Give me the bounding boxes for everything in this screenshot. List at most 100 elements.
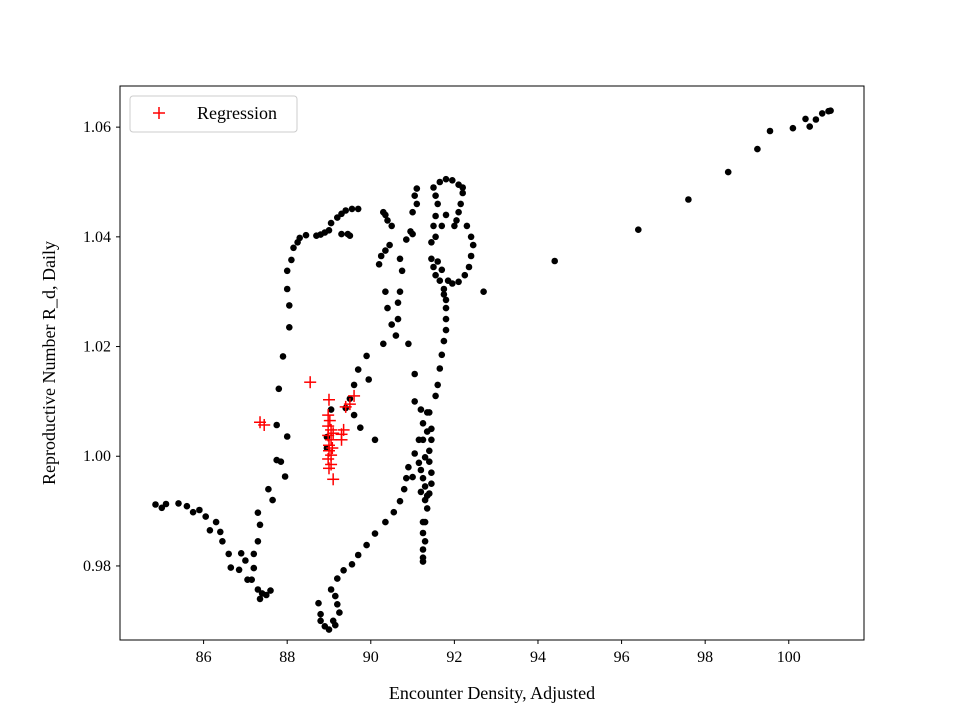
data-point [453,217,460,224]
data-point [265,485,272,493]
regression-point [322,462,335,475]
data-point [421,518,429,526]
data-point [390,508,398,516]
data-point [442,304,450,312]
data-point [428,239,435,246]
data-point [363,352,370,360]
data-point [396,255,404,263]
x-tick-label: 100 [777,649,801,666]
x-tick-label: 98 [697,649,713,666]
regression-point [343,398,356,411]
data-point [766,127,774,135]
data-point [334,575,341,582]
data-point [315,599,322,607]
data-point [685,196,692,203]
data-point [296,234,304,242]
data-point [806,123,813,130]
data-point [409,208,416,216]
x-tick-label: 88 [279,649,295,666]
data-point [802,115,809,123]
data-point [436,178,444,186]
data-point [419,529,427,537]
data-point [434,258,442,265]
y-tick-label: 1.02 [83,339,111,356]
data-point [432,233,439,241]
data-point [290,244,297,252]
data-point [377,252,385,260]
data-point [428,255,435,263]
data-point [409,230,416,238]
data-point [250,564,258,572]
legend-box [129,95,298,133]
data-point [426,458,433,466]
data-point [269,496,276,504]
legend-marker [153,107,165,119]
data-point [421,483,429,490]
regression-point [335,433,348,446]
data-point [440,291,448,298]
data-point [394,315,402,323]
data-point [432,192,439,199]
data-point [465,263,473,271]
legend-label: Regression [197,103,277,123]
data-point [419,420,427,427]
data-point [635,226,642,233]
data-point [254,538,262,545]
data-point [325,626,333,633]
data-point [354,551,362,559]
data-point [428,469,435,477]
data-point [348,205,356,213]
legend: Regression [129,95,298,133]
data-point [455,278,462,286]
data-point [277,458,285,466]
data-point [426,409,433,416]
data-point [317,610,324,618]
regression-point [322,409,335,422]
data-point [382,247,389,254]
data-point [267,587,274,594]
data-point [392,332,400,339]
data-point [438,222,446,230]
data-point [400,485,408,493]
data-point [334,601,341,608]
data-point [254,509,262,516]
data-point [421,538,429,545]
data-point [411,192,419,199]
y-axis-label: Reproductive Number R_d, Daily [39,241,59,485]
data-point [413,200,421,208]
data-point [434,200,442,208]
data-point [332,621,339,629]
plot-area [120,86,864,640]
data-point [342,207,350,214]
data-point [432,271,439,279]
data-point [286,324,293,331]
data-point [388,321,396,328]
data-point [388,222,396,230]
regression-point [348,389,361,402]
data-point [812,116,820,123]
data-point [365,376,373,383]
data-point [317,617,324,625]
data-point [327,586,335,593]
data-point [288,256,295,264]
data-point [419,558,427,565]
data-point [350,411,358,419]
data-point [382,288,389,296]
data-point [382,211,389,219]
data-point [254,586,262,593]
x-tick-label: 90 [363,649,379,666]
data-point [175,500,182,507]
data-point [371,436,379,444]
data-point [202,513,209,520]
data-point [219,538,226,545]
data-point [340,567,347,574]
data-point [789,124,797,132]
data-point [440,337,448,345]
data-point [283,433,291,440]
data-point [354,205,362,213]
data-point [256,521,264,529]
regression-point [327,473,340,486]
x-tick-label: 92 [446,649,462,666]
axis-ticks: 86 88 90 92 94 96 98 100 0.98 1.00 1.02 1.04 1.06 [83,119,801,666]
data-point [440,285,448,293]
